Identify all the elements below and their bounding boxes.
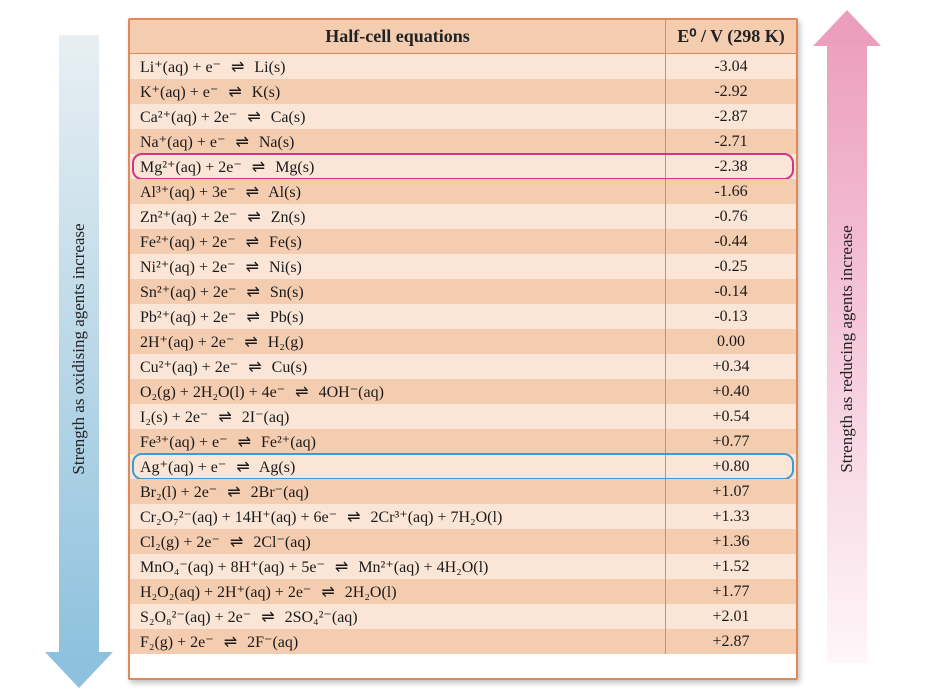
electrochemical-series-figure: Strength as oxidising agents increase Ha… — [26, 0, 900, 698]
equation-cell: S₂O₈²⁻(aq) + 2e⁻ ⇌ 2SO₄²⁻(aq) — [130, 604, 666, 629]
potential-cell: +1.52 — [666, 558, 796, 576]
potential-cell: -1.66 — [666, 183, 796, 201]
table-row: O₂(g) + 2H₂O(l) + 4e⁻ ⇌ 4OH⁻(aq)+0.40 — [130, 379, 796, 404]
table-row: Pb²⁺(aq) + 2e⁻ ⇌ Pb(s)-0.13 — [130, 304, 796, 329]
equation-cell: Na⁺(aq) + e⁻ ⇌ Na(s) — [130, 129, 666, 154]
equation-cell: I₂(s) + 2e⁻ ⇌ 2I⁻(aq) — [130, 404, 666, 429]
potential-cell: +0.80 — [666, 458, 796, 476]
table-row: Li⁺(aq) + e⁻ ⇌ Li(s)-3.04 — [130, 54, 796, 79]
potential-cell: -0.44 — [666, 233, 796, 251]
table-row: Fe³⁺(aq) + e⁻ ⇌ Fe²⁺(aq)+0.77 — [130, 429, 796, 454]
table-row: Ni²⁺(aq) + 2e⁻ ⇌ Ni(s)-0.25 — [130, 254, 796, 279]
table-row: MnO₄⁻(aq) + 8H⁺(aq) + 5e⁻ ⇌ Mn²⁺(aq) + 4… — [130, 554, 796, 579]
table-row: Cr₂O₇²⁻(aq) + 14H⁺(aq) + 6e⁻ ⇌ 2Cr³⁺(aq)… — [130, 504, 796, 529]
potential-cell: -0.13 — [666, 308, 796, 326]
header-equations: Half-cell equations — [130, 20, 666, 53]
equation-cell: Ag⁺(aq) + e⁻ ⇌ Ag(s) — [130, 454, 666, 479]
left-arrow-label: Strength as oxidising agents increase — [69, 223, 89, 474]
equation-cell: Zn²⁺(aq) + 2e⁻ ⇌ Zn(s) — [130, 204, 666, 229]
table-row: H₂O₂(aq) + 2H⁺(aq) + 2e⁻ ⇌ 2H₂O(l)+1.77 — [130, 579, 796, 604]
table-row: Br₂(l) + 2e⁻ ⇌ 2Br⁻(aq)+1.07 — [130, 479, 796, 504]
potential-cell: +0.40 — [666, 383, 796, 401]
table-row: Fe²⁺(aq) + 2e⁻ ⇌ Fe(s)-0.44 — [130, 229, 796, 254]
potential-cell: -0.25 — [666, 258, 796, 276]
table-row: Mg²⁺(aq) + 2e⁻ ⇌ Mg(s)-2.38 — [130, 154, 796, 179]
equation-cell: Cu²⁺(aq) + 2e⁻ ⇌ Cu(s) — [130, 354, 666, 379]
table-row: S₂O₈²⁻(aq) + 2e⁻ ⇌ 2SO₄²⁻(aq)+2.01 — [130, 604, 796, 629]
potential-cell: +0.54 — [666, 408, 796, 426]
table-row: Zn²⁺(aq) + 2e⁻ ⇌ Zn(s)-0.76 — [130, 204, 796, 229]
potential-cell: +1.77 — [666, 583, 796, 601]
potential-cell: -3.04 — [666, 58, 796, 76]
left-arrow: Strength as oxidising agents increase — [34, 10, 124, 688]
potential-cell: +1.07 — [666, 483, 796, 501]
right-arrow-head — [813, 10, 881, 46]
table-row: Na⁺(aq) + e⁻ ⇌ Na(s)-2.71 — [130, 129, 796, 154]
equation-cell: O₂(g) + 2H₂O(l) + 4e⁻ ⇌ 4OH⁻(aq) — [130, 379, 666, 404]
table-row: Sn²⁺(aq) + 2e⁻ ⇌ Sn(s)-0.14 — [130, 279, 796, 304]
potential-cell: +2.87 — [666, 633, 796, 651]
equation-cell: Al³⁺(aq) + 3e⁻ ⇌ Al(s) — [130, 179, 666, 204]
equation-cell: Sn²⁺(aq) + 2e⁻ ⇌ Sn(s) — [130, 279, 666, 304]
table-row: K⁺(aq) + e⁻ ⇌ K(s)-2.92 — [130, 79, 796, 104]
right-arrow-label: Strength as reducing agents increase — [837, 225, 857, 472]
equation-cell: Cr₂O₇²⁻(aq) + 14H⁺(aq) + 6e⁻ ⇌ 2Cr³⁺(aq)… — [130, 504, 666, 529]
potential-cell: 0.00 — [666, 333, 796, 351]
potentials-table: Half-cell equations E⁰ / V (298 K) Li⁺(a… — [128, 18, 798, 680]
potential-cell: +0.34 — [666, 358, 796, 376]
equation-cell: Ca²⁺(aq) + 2e⁻ ⇌ Ca(s) — [130, 104, 666, 129]
table-row: I₂(s) + 2e⁻ ⇌ 2I⁻(aq)+0.54 — [130, 404, 796, 429]
potential-cell: -2.87 — [666, 108, 796, 126]
left-arrow-head — [45, 652, 113, 688]
table-row: F₂(g) + 2e⁻ ⇌ 2F⁻(aq)+2.87 — [130, 629, 796, 654]
potential-cell: +1.33 — [666, 508, 796, 526]
equation-cell: Mg²⁺(aq) + 2e⁻ ⇌ Mg(s) — [130, 154, 666, 179]
potential-cell: -2.92 — [666, 83, 796, 101]
table-header: Half-cell equations E⁰ / V (298 K) — [130, 20, 796, 54]
equation-cell: Cl₂(g) + 2e⁻ ⇌ 2Cl⁻(aq) — [130, 529, 666, 554]
header-potential: E⁰ / V (298 K) — [666, 20, 796, 53]
equation-cell: K⁺(aq) + e⁻ ⇌ K(s) — [130, 79, 666, 104]
potential-cell: -0.14 — [666, 283, 796, 301]
equation-cell: H₂O₂(aq) + 2H⁺(aq) + 2e⁻ ⇌ 2H₂O(l) — [130, 579, 666, 604]
equation-cell: Fe²⁺(aq) + 2e⁻ ⇌ Fe(s) — [130, 229, 666, 254]
right-arrow: Strength as reducing agents increase — [802, 10, 892, 688]
equation-cell: Br₂(l) + 2e⁻ ⇌ 2Br⁻(aq) — [130, 479, 666, 504]
potential-cell: +2.01 — [666, 608, 796, 626]
table-row: Al³⁺(aq) + 3e⁻ ⇌ Al(s)-1.66 — [130, 179, 796, 204]
equation-cell: MnO₄⁻(aq) + 8H⁺(aq) + 5e⁻ ⇌ Mn²⁺(aq) + 4… — [130, 554, 666, 579]
potential-cell: -2.71 — [666, 133, 796, 151]
equation-cell: Pb²⁺(aq) + 2e⁻ ⇌ Pb(s) — [130, 304, 666, 329]
equation-cell: Ni²⁺(aq) + 2e⁻ ⇌ Ni(s) — [130, 254, 666, 279]
equation-cell: F₂(g) + 2e⁻ ⇌ 2F⁻(aq) — [130, 629, 666, 654]
potential-cell: +0.77 — [666, 433, 796, 451]
equation-cell: Fe³⁺(aq) + e⁻ ⇌ Fe²⁺(aq) — [130, 429, 666, 454]
table-row: Ag⁺(aq) + e⁻ ⇌ Ag(s)+0.80 — [130, 454, 796, 479]
potential-cell: -2.38 — [666, 158, 796, 176]
potential-cell: -0.76 — [666, 208, 796, 226]
potential-cell: +1.36 — [666, 533, 796, 551]
table-body: Li⁺(aq) + e⁻ ⇌ Li(s)-3.04K⁺(aq) + e⁻ ⇌ K… — [130, 54, 796, 654]
table-row: Cl₂(g) + 2e⁻ ⇌ 2Cl⁻(aq)+1.36 — [130, 529, 796, 554]
table-row: Cu²⁺(aq) + 2e⁻ ⇌ Cu(s)+0.34 — [130, 354, 796, 379]
table-row: 2H⁺(aq) + 2e⁻ ⇌ H₂(g)0.00 — [130, 329, 796, 354]
equation-cell: 2H⁺(aq) + 2e⁻ ⇌ H₂(g) — [130, 329, 666, 354]
equation-cell: Li⁺(aq) + e⁻ ⇌ Li(s) — [130, 54, 666, 79]
table-row: Ca²⁺(aq) + 2e⁻ ⇌ Ca(s)-2.87 — [130, 104, 796, 129]
